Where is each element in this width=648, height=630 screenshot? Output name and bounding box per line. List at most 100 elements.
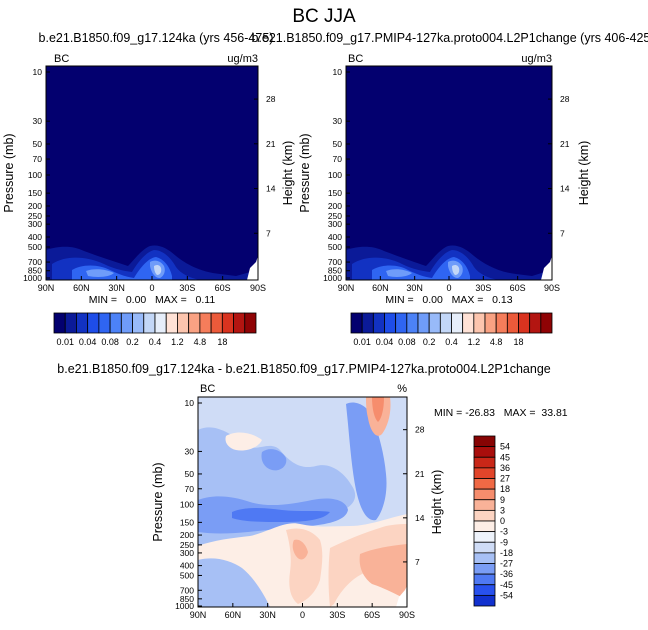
colorbar-label: 0.2 (423, 337, 436, 347)
field-background (46, 66, 258, 280)
colorbar-swatch (165, 312, 178, 334)
colorbar-swatch (76, 312, 89, 334)
x-tick-label: 30N (259, 610, 276, 620)
y-axis-right-title: Height (km) (281, 141, 295, 206)
x-tick-label: 60N (225, 610, 242, 620)
colorbar-swatch (495, 312, 508, 334)
x-tick-label: 90S (250, 283, 266, 293)
y-tick-label: 150 (180, 517, 194, 527)
y-right-tick-label: 14 (415, 513, 425, 523)
min-max-readout: MIN = 0.00 MAX = 0.11 (89, 294, 216, 306)
colorbar-swatch (188, 312, 201, 334)
colorbar-swatch (177, 312, 190, 334)
x-tick-label: 90N (338, 283, 355, 293)
colorbar-label: 45 (500, 452, 510, 462)
x-tick-label: 60S (215, 283, 231, 293)
colorbar-swatch (428, 312, 441, 334)
colorbar-label: 0.2 (126, 337, 139, 347)
colorbar-swatch (473, 312, 486, 334)
axes: 90N 60N 30N 0 30S 60S 90S 10 30 50 70 100 150 2002503… (23, 67, 276, 293)
colorbar-label: 3 (500, 505, 505, 515)
y-tick-label: 500 (328, 242, 342, 252)
colorbar-swatch (120, 312, 133, 334)
x-tick-label: 30S (329, 610, 345, 620)
y-tick-label: 50 (185, 469, 195, 479)
colorbar-swatch (540, 312, 553, 334)
y-tick-label: 30 (333, 116, 343, 126)
panel-left-label: BC (200, 383, 215, 395)
colorbar-swatch (53, 312, 66, 334)
x-tick-label: 90N (190, 610, 207, 620)
y-tick-label: 150 (28, 188, 42, 198)
colorbar-swatch (98, 312, 111, 334)
y-right-tick-label: 14 (266, 184, 276, 194)
colorbar-label: 1.2 (171, 337, 184, 347)
colorbar-swatch (473, 488, 496, 501)
y-tick-label: 200 (328, 201, 342, 211)
panel-left-label: BC (54, 53, 69, 65)
y-tick-label: 30 (33, 116, 43, 126)
y-tick-label: 1000 (175, 601, 194, 611)
contour-level-4 (86, 260, 165, 278)
x-tick-label: 30N (108, 283, 125, 293)
y-tick-label: 500 (180, 570, 194, 580)
terrain-mask (541, 256, 552, 280)
colorbar-label: -18 (500, 548, 513, 558)
y-tick-label: 70 (333, 154, 343, 164)
colorbar-label: 0.04 (376, 337, 394, 347)
colorbar-label: 0.04 (79, 337, 97, 347)
y-tick-label: 400 (28, 232, 42, 242)
contour-level-5 (154, 264, 162, 275)
y-tick-label: 300 (180, 548, 194, 558)
y-tick-label: 100 (328, 170, 342, 180)
positive-anomaly-lower-core (292, 539, 407, 600)
y-tick-label: 50 (333, 139, 343, 149)
axes: 90N 60N 30N 0 30S 60S 90S 10 30 50 70 100 150 2002503… (175, 398, 425, 620)
y-tick-label: 300 (28, 219, 42, 229)
x-tick-label: 90N (38, 283, 55, 293)
y-tick-label: 70 (185, 484, 195, 494)
colorbar-label: -45 (500, 580, 513, 590)
colorbar-label: 0.01 (353, 337, 371, 347)
y-tick-label: 250 (28, 211, 42, 221)
colorbar-swatch (233, 312, 246, 334)
colorbar-swatch (473, 499, 496, 511)
terrain-mask (247, 256, 258, 280)
colorbar-swatch (473, 446, 496, 458)
x-tick-label: 30S (179, 283, 195, 293)
colorbar-swatch (518, 312, 531, 334)
y-tick-label: 70 (33, 154, 43, 164)
colorbar-label: 54 (500, 442, 510, 452)
axes: 90N 60N 30N 0 30S 60S 90S 10 30 50 70 100 150 2002503… (323, 67, 570, 293)
colorbar-label: 18 (513, 337, 523, 347)
y-tick-label: 850 (180, 594, 194, 604)
plot-area (45, 65, 259, 281)
terrain-mask (396, 586, 407, 607)
y-right-tick-label: 21 (560, 139, 570, 149)
colorbar-swatch (473, 509, 496, 522)
x-tick-label: 60S (364, 610, 380, 620)
y-axis-title: Pressure (mb) (298, 133, 312, 212)
y-tick-label: 150 (328, 188, 342, 198)
x-tick-label: 60N (73, 283, 90, 293)
colorbar-swatch (506, 312, 519, 334)
y-tick-label: 10 (33, 67, 43, 77)
panel-difference: b.e21.B1850.f09_g17.124ka - b.e21.B1850.… (57, 362, 568, 620)
panel-124ka: b.e21.B1850.f09_g17.124ka (yrs 456-475) … (2, 31, 295, 347)
panel-units-label: ug/m3 (521, 53, 552, 65)
panel-title: b.e21.B1850.f09_g17.PMIP4-127ka.proto004… (251, 31, 648, 45)
positive-anomaly-lower-mid (286, 524, 407, 607)
colorbar-label: 0 (500, 516, 505, 526)
x-tick-label: 30N (406, 283, 423, 293)
y-right-tick-label: 7 (560, 228, 565, 238)
colorbar-label: -54 (500, 590, 513, 600)
colorbar-swatch (439, 312, 452, 334)
x-tick-label: 60S (510, 283, 526, 293)
colorbar-label: -3 (500, 527, 508, 537)
colorbar-swatch (473, 563, 496, 575)
colorbar: 0.01 0.04 0.08 0.2 0.4 1.2 4.8 18 (350, 312, 553, 347)
positive-anomaly-upper (225, 432, 262, 451)
panel-left-label: BC (348, 53, 363, 65)
y-axis-right-title: Height (km) (430, 470, 444, 535)
panel-127ka: b.e21.B1850.f09_g17.PMIP4-127ka.proto004… (251, 31, 648, 347)
